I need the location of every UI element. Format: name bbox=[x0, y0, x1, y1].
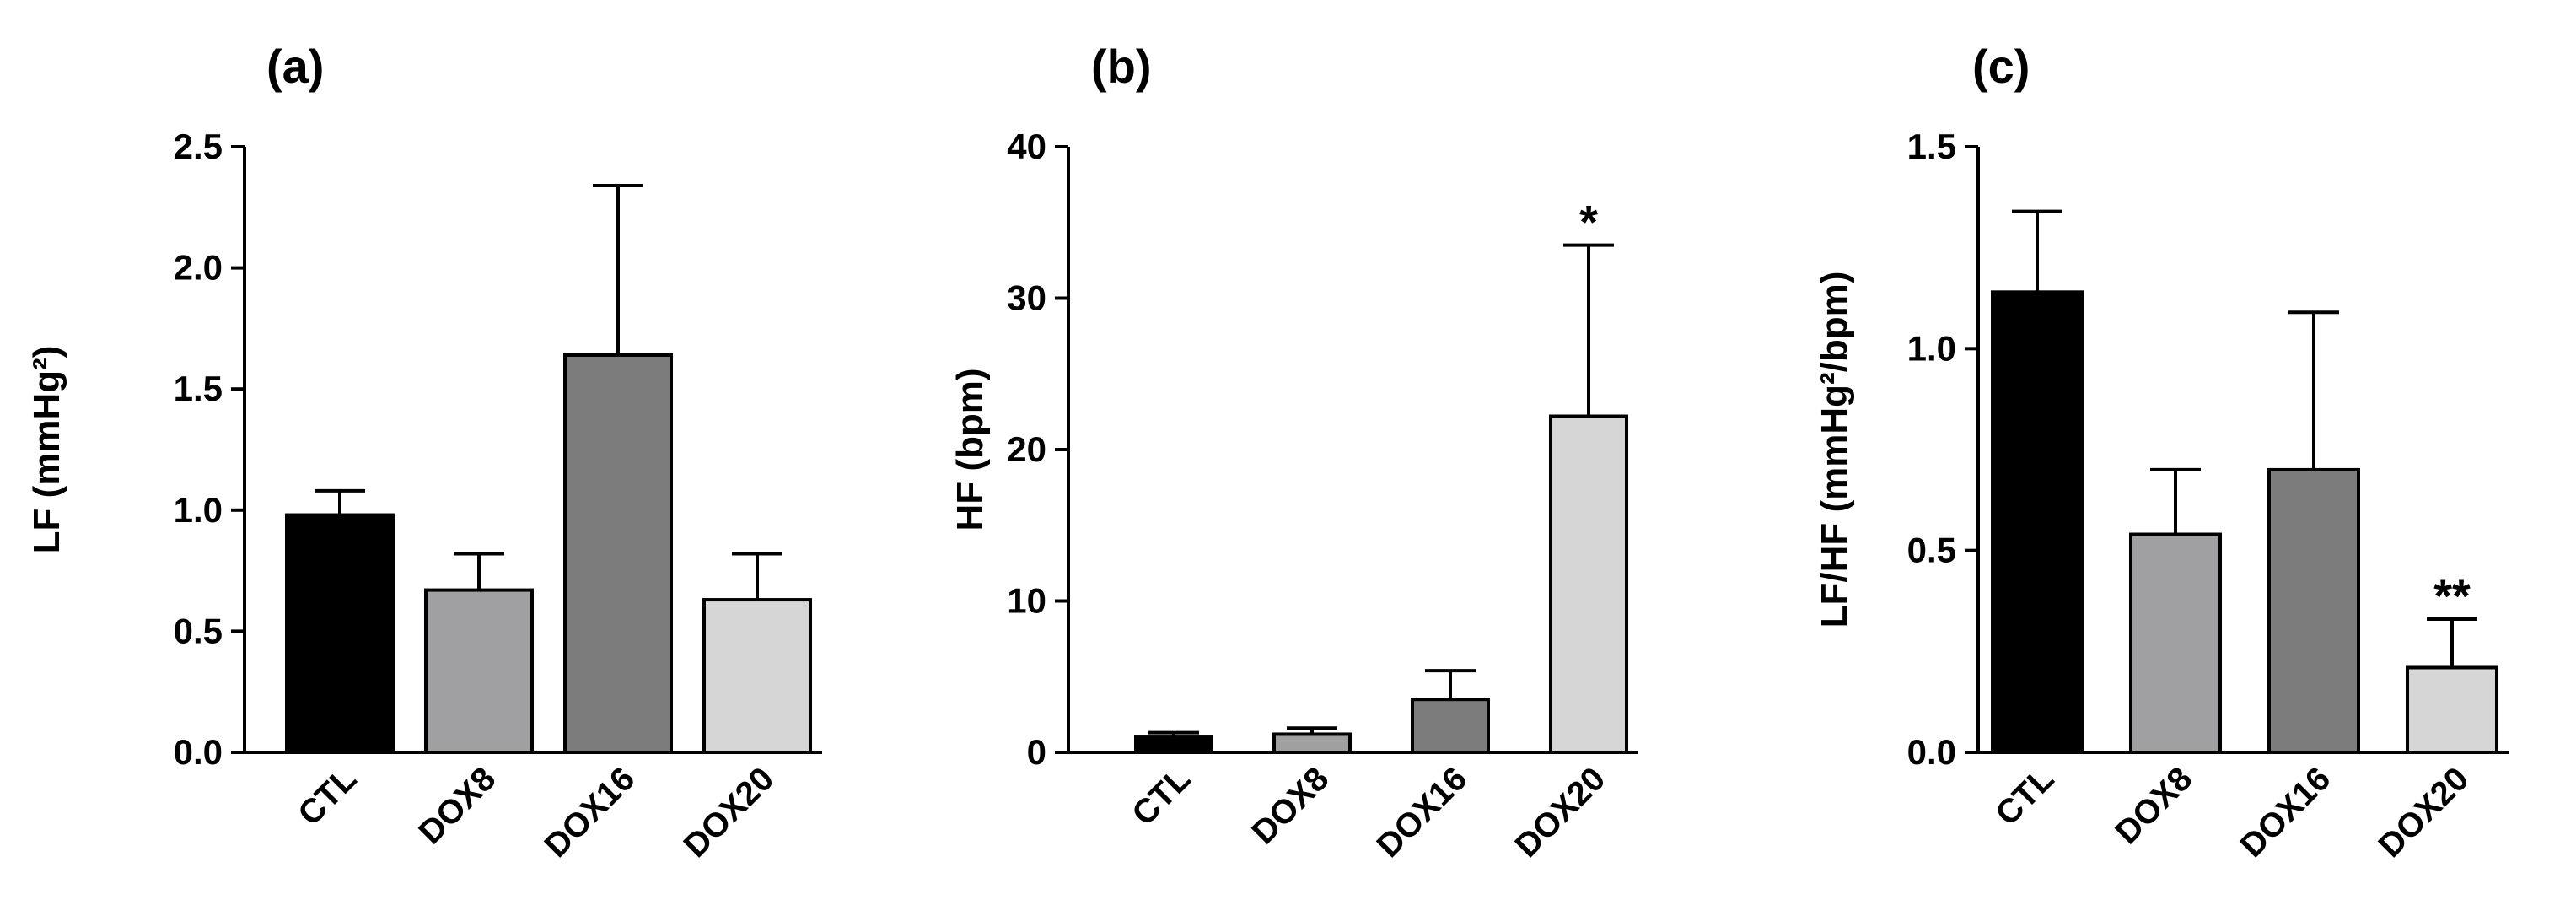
y-axis-title: LF (mmHg²) bbox=[26, 346, 67, 554]
x-tick-label: DOX16 bbox=[537, 760, 642, 865]
y-tick-label: 2.5 bbox=[174, 127, 223, 166]
x-tick-label: DOX8 bbox=[2108, 760, 2199, 851]
y-tick-label: 0.0 bbox=[174, 732, 223, 772]
bar-dox20 bbox=[1549, 414, 1628, 754]
bar-dox8 bbox=[2129, 532, 2222, 755]
x-tick-label: DOX16 bbox=[2233, 760, 2337, 865]
y-axis-title: HF (bpm) bbox=[949, 368, 991, 531]
y-axis-title: LF/HF (mmHg²/bpm) bbox=[1814, 272, 1855, 628]
x-tick-label: DOX20 bbox=[1508, 760, 1612, 865]
y-tick-label: 1.5 bbox=[174, 369, 223, 408]
y-tick-label: 0.5 bbox=[174, 611, 223, 650]
bar-dox20 bbox=[2406, 665, 2498, 754]
y-tick-label: 20 bbox=[1007, 429, 1046, 469]
y-tick-label: 1.0 bbox=[1907, 328, 1956, 368]
significance-marker: ** bbox=[2433, 569, 2471, 622]
bar-dox8 bbox=[424, 588, 534, 754]
bar-dox8 bbox=[1272, 732, 1352, 755]
y-tick-label: 0.5 bbox=[1907, 531, 1956, 570]
chart-panel-1: (a) 0.0 0.5 1.0 1.5 2.0 2.5 LF (mmHg²) CTL DOX8 DO… bbox=[26, 40, 822, 865]
x-tick-label: DOX16 bbox=[1369, 760, 1474, 865]
panel-label: (a) bbox=[266, 40, 324, 93]
x-tick-label: DOX20 bbox=[676, 760, 781, 865]
bar-dox16 bbox=[2267, 467, 2360, 755]
bar-dox16 bbox=[563, 353, 673, 754]
significance-marker: * bbox=[1579, 196, 1598, 249]
chart-panel-3: (c) 0.0 0.5 1.0 1.5 LF/HF (mmHg²/bpm) CTL DOX8 D… bbox=[1814, 40, 2509, 865]
x-tick-label: DOX20 bbox=[2371, 760, 2476, 865]
y-tick-label: 2.0 bbox=[174, 248, 223, 288]
x-tick-label: CTL bbox=[1988, 760, 2061, 832]
chart-panel-2: (b) 0 10 20 30 40 HF (bpm) CTL DOX8 DOX16 * DOX20 bbox=[949, 40, 1638, 865]
y-tick-label: 1.5 bbox=[1907, 127, 1956, 166]
y-tick-label: 0.0 bbox=[1907, 732, 1956, 772]
y-tick-label: 1.0 bbox=[174, 490, 223, 530]
bar-ctl bbox=[1134, 735, 1213, 754]
panel-label: (b) bbox=[1091, 40, 1152, 93]
y-tick-label: 40 bbox=[1007, 127, 1046, 166]
bar-ctl bbox=[285, 513, 395, 754]
bar-dox20 bbox=[702, 598, 812, 755]
x-tick-label: DOX8 bbox=[411, 760, 503, 851]
bar-ctl bbox=[1991, 290, 2084, 754]
y-tick-label: 10 bbox=[1007, 581, 1046, 621]
y-tick-label: 30 bbox=[1007, 278, 1046, 318]
panel-label: (c) bbox=[1972, 40, 2030, 93]
x-tick-label: DOX8 bbox=[1245, 760, 1336, 851]
x-tick-label: CTL bbox=[1125, 760, 1197, 832]
bar-dox16 bbox=[1411, 698, 1490, 754]
x-tick-label: CTL bbox=[291, 760, 363, 832]
y-tick-label: 0 bbox=[1027, 732, 1046, 772]
